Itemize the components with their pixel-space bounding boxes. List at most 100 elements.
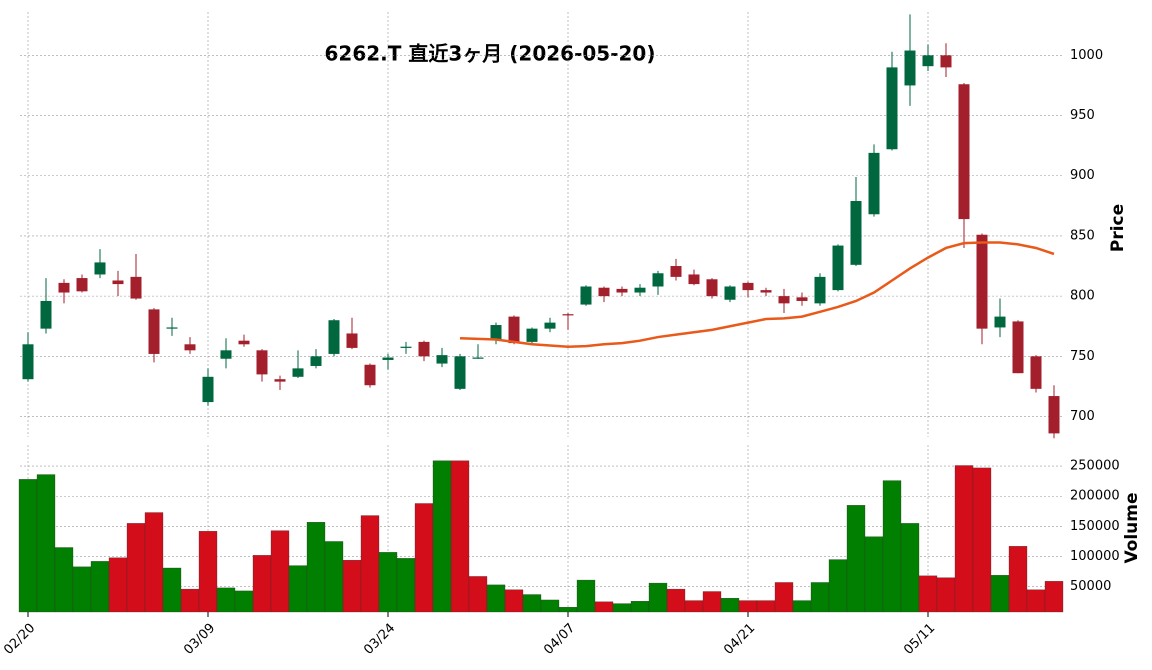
- candle-body: [688, 274, 700, 285]
- volume-bar: [324, 541, 344, 613]
- y-axis-label: Price: [1108, 204, 1128, 252]
- volume-bar: [450, 460, 470, 613]
- candle-body: [472, 357, 484, 359]
- volume-tick-label: 100000: [1070, 549, 1120, 564]
- candle-body: [1012, 321, 1024, 374]
- y-tick-label: 850: [1070, 228, 1095, 243]
- candle-body: [508, 316, 520, 344]
- x-tick-label: 03/09: [181, 621, 218, 658]
- volume-bar: [216, 587, 236, 613]
- candle-body: [310, 356, 322, 366]
- candle-body: [778, 296, 790, 304]
- volume-bar: [1008, 546, 1028, 613]
- y-tick-label: 750: [1070, 349, 1095, 364]
- volume-bar: [684, 600, 704, 613]
- volume-bar: [864, 536, 884, 613]
- y-tick-label: 950: [1070, 108, 1095, 123]
- volume-bar: [126, 523, 146, 613]
- volume-bar: [18, 479, 38, 613]
- candle-body: [130, 276, 142, 299]
- candle-body: [112, 280, 124, 285]
- volume-tick-label: 200000: [1070, 489, 1120, 504]
- candle-body: [454, 356, 466, 389]
- volume-bar: [396, 558, 416, 613]
- volume-bar: [972, 467, 992, 613]
- candle-body: [706, 279, 718, 297]
- candle-body: [760, 290, 772, 293]
- volume-bar: [1044, 581, 1064, 613]
- candle-body: [976, 234, 988, 329]
- candle-body: [922, 55, 934, 67]
- candle-body: [652, 273, 664, 287]
- candle-body: [40, 300, 52, 329]
- candle-body: [886, 67, 898, 150]
- volume-bar: [666, 588, 686, 613]
- volume-bar: [1026, 589, 1046, 613]
- y-tick-label: 1000: [1070, 48, 1103, 63]
- candle-body: [634, 287, 646, 293]
- volume-bar: [540, 599, 560, 613]
- candle-body: [742, 282, 754, 291]
- candle-body: [220, 350, 232, 359]
- candle-body: [400, 346, 412, 348]
- volume-bar: [306, 522, 326, 613]
- x-tick-label: 04/07: [541, 621, 578, 658]
- volume-bar: [180, 588, 200, 613]
- candle-body: [958, 84, 970, 220]
- candle-body: [382, 357, 394, 360]
- candle-body: [436, 355, 448, 364]
- volume-bar: [882, 480, 902, 613]
- candle-body: [274, 379, 286, 382]
- y-tick-label: 700: [1070, 409, 1095, 424]
- candle-body: [814, 276, 826, 304]
- volume-bar: [72, 566, 92, 613]
- volume-bar: [36, 474, 56, 613]
- candle-body: [994, 316, 1006, 328]
- candle-body: [940, 55, 952, 68]
- chart-title: 6262.T 直近3ヶ月 (2026-05-20): [325, 42, 656, 66]
- x-tick-label: 02/20: [1, 621, 38, 658]
- candle-body: [598, 287, 610, 297]
- candle-body: [256, 350, 268, 375]
- volume-bar: [342, 560, 362, 613]
- volume-bar: [54, 547, 74, 613]
- candle-body: [292, 368, 304, 377]
- x-tick-label: 03/24: [361, 621, 398, 658]
- candle-body: [670, 266, 682, 277]
- x-tick-label: 05/11: [901, 621, 938, 658]
- volume-bar: [486, 584, 506, 613]
- volume-bar: [630, 600, 650, 613]
- volume-bar: [162, 567, 182, 613]
- candle-body: [490, 325, 502, 340]
- candle-body: [58, 282, 70, 293]
- candle-body: [184, 344, 196, 351]
- volume-axis-label: Volume: [1122, 492, 1142, 563]
- volume-bar: [234, 590, 254, 613]
- candle-body: [148, 309, 160, 354]
- volume-bar: [522, 594, 542, 613]
- candle-body: [868, 152, 880, 215]
- volume-bar: [828, 559, 848, 613]
- volume-bar: [360, 515, 380, 613]
- volume-bar: [792, 600, 812, 613]
- y-tick-label: 900: [1070, 168, 1095, 183]
- candle-body: [328, 320, 340, 354]
- candle-body: [562, 314, 574, 316]
- volume-bar: [288, 565, 308, 613]
- volume-bar: [774, 582, 794, 613]
- y-tick-label: 800: [1070, 289, 1095, 304]
- candle-body: [580, 286, 592, 305]
- moving-average: [459, 241, 1055, 348]
- candle-body: [346, 333, 358, 348]
- volume-tick-label: 150000: [1070, 519, 1120, 534]
- candle-body: [832, 245, 844, 291]
- candle-body: [1030, 356, 1042, 389]
- candle-body: [724, 286, 736, 300]
- volume-bar: [954, 465, 974, 613]
- candle-body: [202, 376, 214, 403]
- candle-body: [850, 201, 862, 265]
- candle-body: [1048, 396, 1060, 434]
- volume-bar: [414, 503, 434, 613]
